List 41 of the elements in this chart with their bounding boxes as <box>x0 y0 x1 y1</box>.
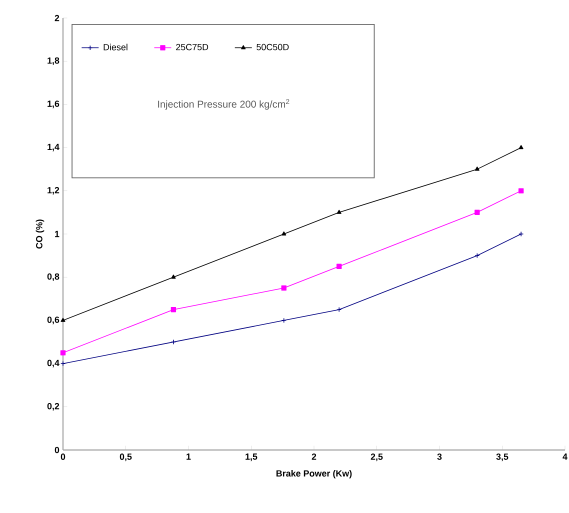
y-tick-label: 0,8 <box>47 273 60 282</box>
legend-label: Diesel <box>104 44 128 50</box>
y-tick-label: 0 <box>54 446 60 454</box>
point <box>336 307 342 312</box>
y-tick-label: 0,2 <box>47 402 60 411</box>
y-tick-label: 1 <box>55 230 60 238</box>
point <box>474 166 480 171</box>
point <box>518 188 524 194</box>
y-tick-label: 0,6 <box>47 316 60 324</box>
point <box>336 210 342 214</box>
x-tick-label: 0 <box>60 454 66 460</box>
legend-label: 25C75D <box>176 44 208 50</box>
point <box>518 145 524 150</box>
x-tick-label: 1 <box>186 454 191 460</box>
point <box>171 274 176 279</box>
point <box>282 231 286 236</box>
x-tick-label: 3,5 <box>496 454 508 462</box>
x-tick-label: 0,5 <box>120 454 132 462</box>
x-tick-label: 1,5 <box>246 454 258 462</box>
point <box>60 350 66 356</box>
legend-label: 50C50D <box>256 44 289 50</box>
point <box>281 318 286 323</box>
y-tick-label: 1,4 <box>48 144 60 152</box>
y-tick-label: 0,4 <box>47 360 60 368</box>
point <box>170 339 176 345</box>
x-tick-label: 4 <box>562 454 568 460</box>
point <box>281 285 286 291</box>
x-tick-label: 2 <box>312 454 316 460</box>
y-axis-title: CO (%) <box>36 220 44 249</box>
point <box>60 318 66 322</box>
y-tick-label: 1,8 <box>48 57 60 66</box>
y-tick-label: 1,6 <box>48 100 60 108</box>
annotation: Injection Pressure 200 kg/cm$^{2}$ <box>158 99 290 110</box>
point <box>336 264 342 269</box>
x-tick-label: 2,5 <box>370 454 383 462</box>
x-tick-label: 3 <box>437 454 442 460</box>
point <box>170 307 176 312</box>
x-axis-title: Brake Power (Kw) <box>276 470 352 478</box>
point <box>474 210 480 215</box>
y-tick-label: 1,2 <box>48 186 60 195</box>
y-tick-label: 2 <box>54 14 60 22</box>
